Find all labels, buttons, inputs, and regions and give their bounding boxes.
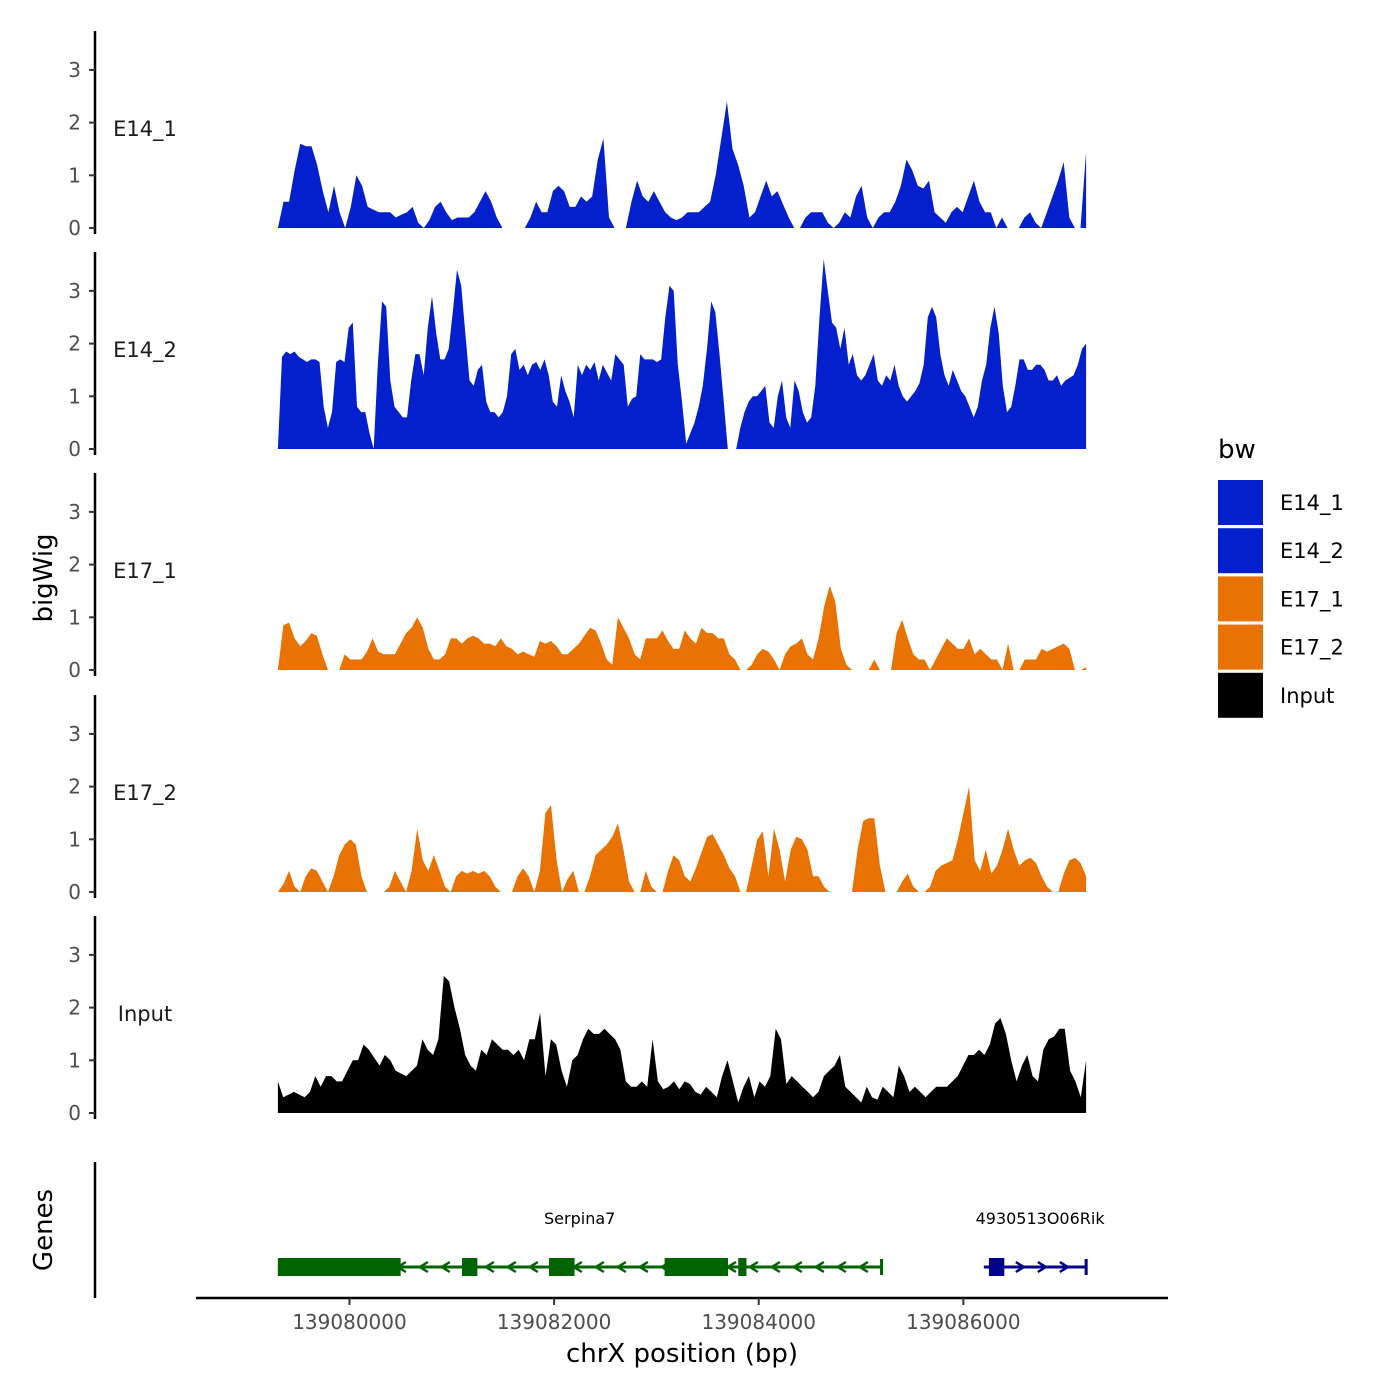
y-tick-label: 3	[68, 279, 81, 303]
gene-exon	[738, 1258, 747, 1276]
x-tick-label: 139082000	[497, 1310, 612, 1334]
strand-arrow	[483, 1260, 495, 1274]
gene-exon	[664, 1258, 729, 1276]
legend-label: E14_1	[1280, 491, 1344, 516]
y-tick-label: 1	[68, 1048, 81, 1072]
track-label: Input	[118, 1002, 172, 1026]
y-tick-label: 2	[68, 332, 81, 356]
track-E14_1: 0 1 2 3 E14_1	[68, 31, 1087, 240]
gene-exon	[462, 1258, 478, 1276]
strand-arrow	[1037, 1260, 1049, 1274]
y-tick-label: 0	[68, 658, 81, 682]
strand-arrow	[593, 1260, 605, 1274]
strand-arrow	[505, 1260, 517, 1274]
strand-arrow	[791, 1260, 803, 1274]
tracks-layer: 0 1 2 3 E14_1 0 1 2 3 E14_2 0 1 2 3 E17_1 0 1 2 3 E17_2 0 1 2 3…	[68, 31, 1087, 1125]
genes-layer: Serpina7 4930513O06Rik	[93, 1162, 1106, 1298]
strand-arrow	[769, 1260, 781, 1274]
y-tick-label: 0	[68, 880, 81, 904]
y-tick-label: 0	[68, 437, 81, 461]
coverage-area-E17_1	[277, 585, 1087, 670]
strand-arrow	[835, 1260, 847, 1274]
y-tick-label: 0	[68, 1101, 81, 1125]
gene-exon	[988, 1258, 1005, 1276]
legend-swatch-E14_1	[1218, 480, 1263, 525]
genes-axis-title: Genes	[29, 1189, 59, 1271]
gene-4930513O06Rik: 4930513O06Rik	[976, 1209, 1106, 1276]
track-label: E14_2	[113, 338, 177, 363]
strand-arrow	[527, 1260, 539, 1274]
gene-label: Serpina7	[544, 1209, 615, 1228]
y-tick-label: 3	[68, 58, 81, 82]
strand-arrow	[1059, 1260, 1071, 1274]
legend-label: E17_1	[1280, 587, 1344, 612]
y-tick-label: 3	[68, 722, 81, 746]
y-tick-label: 1	[68, 605, 81, 629]
y-tick-label: 3	[68, 943, 81, 967]
gene-label: 4930513O06Rik	[976, 1209, 1106, 1228]
coverage-area-Input	[277, 976, 1087, 1113]
legend-swatch-E17_1	[1218, 576, 1263, 622]
legend: bw E14_1 E14_2 E17_1 E17_2 Input	[1218, 435, 1344, 718]
y-tick-label: 0	[68, 216, 81, 240]
x-axis-title: chrX position (bp)	[566, 1339, 798, 1369]
y-tick-label: 1	[68, 163, 81, 187]
strand-arrow	[615, 1260, 627, 1274]
track-label: E17_1	[113, 559, 177, 584]
y-axis-title: bigWig	[29, 533, 59, 622]
y-tick-label: 2	[68, 111, 81, 135]
y-tick-label: 2	[68, 996, 81, 1020]
track-E17_2: 0 1 2 3 E17_2	[68, 695, 1087, 904]
track-label: E17_2	[113, 781, 177, 806]
legend-label: E17_2	[1280, 636, 1344, 661]
y-tick-label: 1	[68, 827, 81, 851]
gene-exon	[277, 1258, 401, 1276]
track-Input: 0 1 2 3 Input	[68, 916, 1087, 1125]
y-tick-label: 2	[68, 553, 81, 577]
y-tick-label: 1	[68, 384, 81, 408]
track-E14_2: 0 1 2 3 E14_2	[68, 252, 1087, 461]
coverage-area-E14_1	[277, 101, 1087, 228]
strand-arrow	[637, 1260, 649, 1274]
strand-arrow	[747, 1260, 759, 1274]
coverage-area-E17_2	[277, 786, 1087, 892]
legend-swatch-Input	[1218, 672, 1263, 718]
strand-arrow	[857, 1260, 869, 1274]
track-E17_1: 0 1 2 3 E17_1	[68, 473, 1087, 682]
strand-arrow	[1015, 1260, 1027, 1274]
legend-swatch-E14_2	[1218, 528, 1263, 574]
y-tick-label: 2	[68, 775, 81, 799]
legend-title: bw	[1218, 435, 1256, 465]
track-label: E14_1	[113, 117, 177, 142]
gene-exon	[548, 1258, 575, 1276]
legend-label: E14_2	[1280, 539, 1344, 564]
coverage-area-E14_2	[277, 259, 1087, 449]
strand-arrow	[439, 1260, 451, 1274]
x-axis: 139080000 139082000 139084000 139086000	[196, 1296, 1168, 1334]
x-tick-label: 139086000	[906, 1310, 1021, 1334]
gene-Serpina7: Serpina7	[277, 1209, 884, 1276]
x-tick-label: 139080000	[292, 1310, 407, 1334]
x-tick-label: 139084000	[701, 1310, 816, 1334]
legend-swatch-E17_2	[1218, 624, 1263, 670]
legend-label: Input	[1280, 684, 1334, 708]
strand-arrow	[417, 1260, 429, 1274]
strand-arrow	[813, 1260, 825, 1274]
y-tick-label: 3	[68, 500, 81, 524]
